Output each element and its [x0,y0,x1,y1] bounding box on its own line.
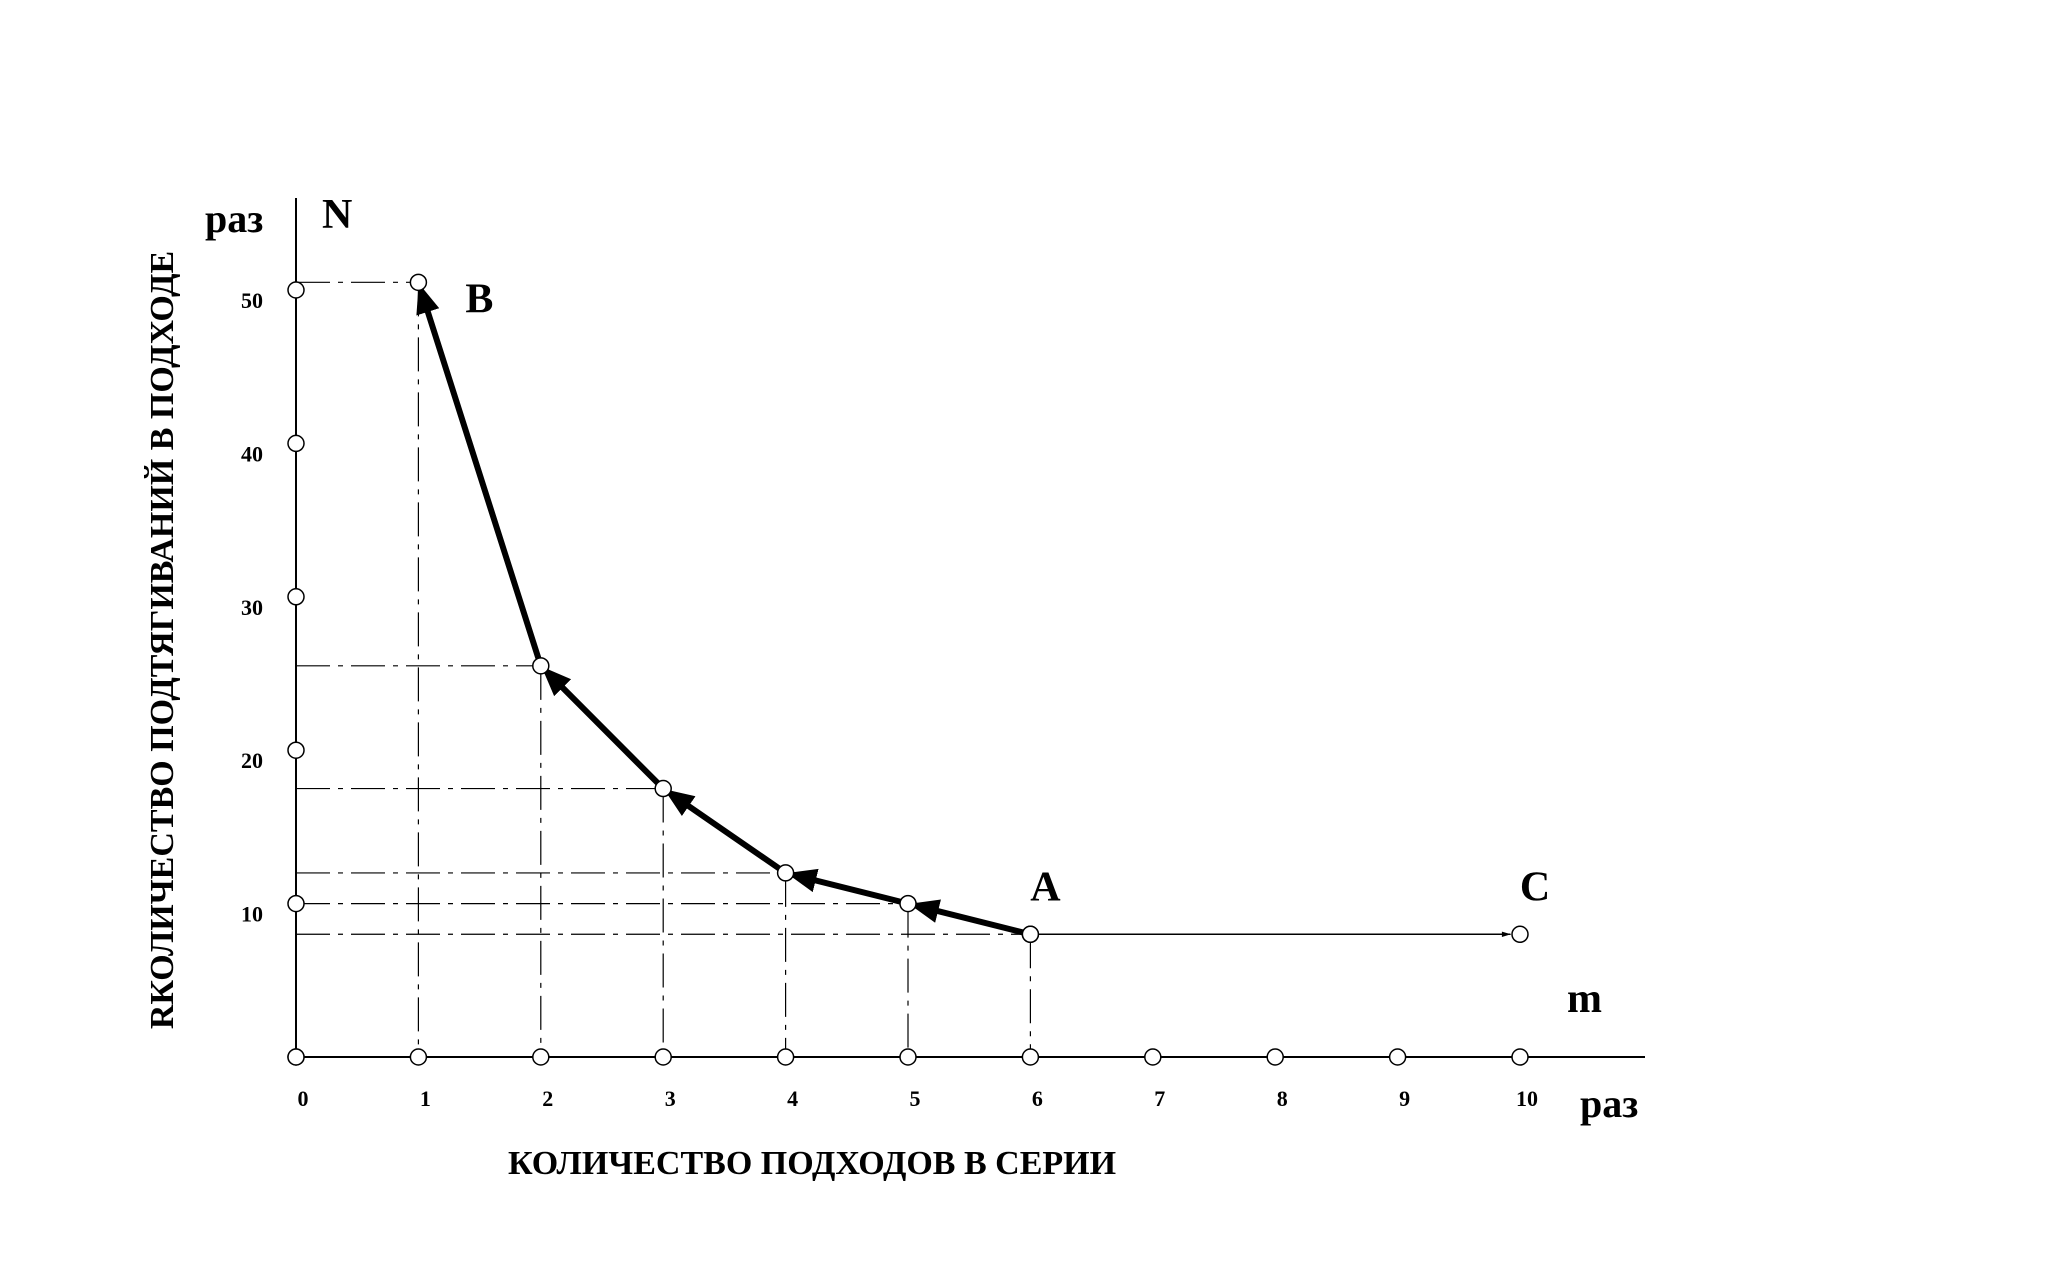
y-tick-marker [287,1048,305,1066]
point-label-b: B [465,276,493,322]
x-tick-marker [1511,1048,1529,1066]
data-point [776,864,795,882]
data-point [1021,925,1040,944]
x-tick-label: 5 [910,1086,921,1111]
x-tick-label: 10 [1516,1086,1538,1111]
data-point [532,657,550,675]
curve-segment [663,787,789,876]
x-tick-label: 4 [787,1086,798,1111]
x-tick-marker [1266,1048,1284,1066]
y-tick-markers [287,281,305,1066]
point-label-c: C [1520,864,1550,910]
curve-segment [416,283,544,669]
x-tick-marker [1388,1048,1407,1066]
x-tick-label: 0 [298,1086,309,1111]
y-axis-symbol: N [322,192,352,238]
y-tick-label: 30 [241,595,263,620]
x-tick-label: 9 [1399,1086,1410,1111]
curve-segment [908,899,1034,938]
projection-lines [296,281,1032,1057]
data-point [899,894,917,913]
x-tick-marker [654,1048,672,1066]
y-tick-label: 20 [241,748,263,773]
y-tick-label: 10 [241,902,263,927]
axes [295,198,1645,1058]
x-tick-label: 7 [1154,1086,1165,1111]
x-tick-label: 3 [665,1086,676,1111]
data-point [409,273,428,292]
y-tick-marker [287,894,305,913]
x-tick-labels: 0 1 2 3 4 5 6 7 8 9 10 [298,1086,1539,1111]
x-tick-marker [409,1048,428,1066]
x-tick-label: 8 [1277,1086,1288,1111]
x-unit-label: раз [1580,1081,1638,1126]
x-tick-label: 6 [1032,1086,1043,1111]
x-tick-marker [899,1048,917,1066]
y-tick-labels: 10 20 30 40 50 [241,288,263,927]
x-tick-marker [1144,1048,1162,1066]
x-tick-marker [1021,1048,1040,1066]
x-tick-label: 2 [542,1086,553,1111]
point-labels: A B C [465,276,1550,910]
y-tick-label: 50 [241,288,263,313]
y-tick-label: 40 [241,441,263,466]
data-point [1511,925,1529,944]
y-tick-marker [287,281,305,299]
data-point [654,779,672,798]
y-axis-title: RКОЛИЧЕСТВО ПОДТЯГИВАНИЙ В ПОДХОДЕ [144,251,181,1029]
x-tick-marker [532,1048,550,1066]
point-markers [409,273,1529,944]
y-unit-label: раз [205,196,263,241]
y-tick-marker [287,588,305,606]
point-label-a: A [1030,864,1061,910]
series [416,283,1511,938]
x-tick-marker [776,1048,795,1066]
x-axis-symbol: m [1567,976,1602,1022]
y-tick-marker [287,434,305,453]
y-tick-marker [287,741,305,759]
x-axis-title: КОЛИЧЕСТВО ПОДХОДОВ В СЕРИИ [508,1145,1116,1182]
x-tick-label: 1 [420,1086,431,1111]
curve-segment [540,665,667,792]
curve-segment [786,868,911,907]
